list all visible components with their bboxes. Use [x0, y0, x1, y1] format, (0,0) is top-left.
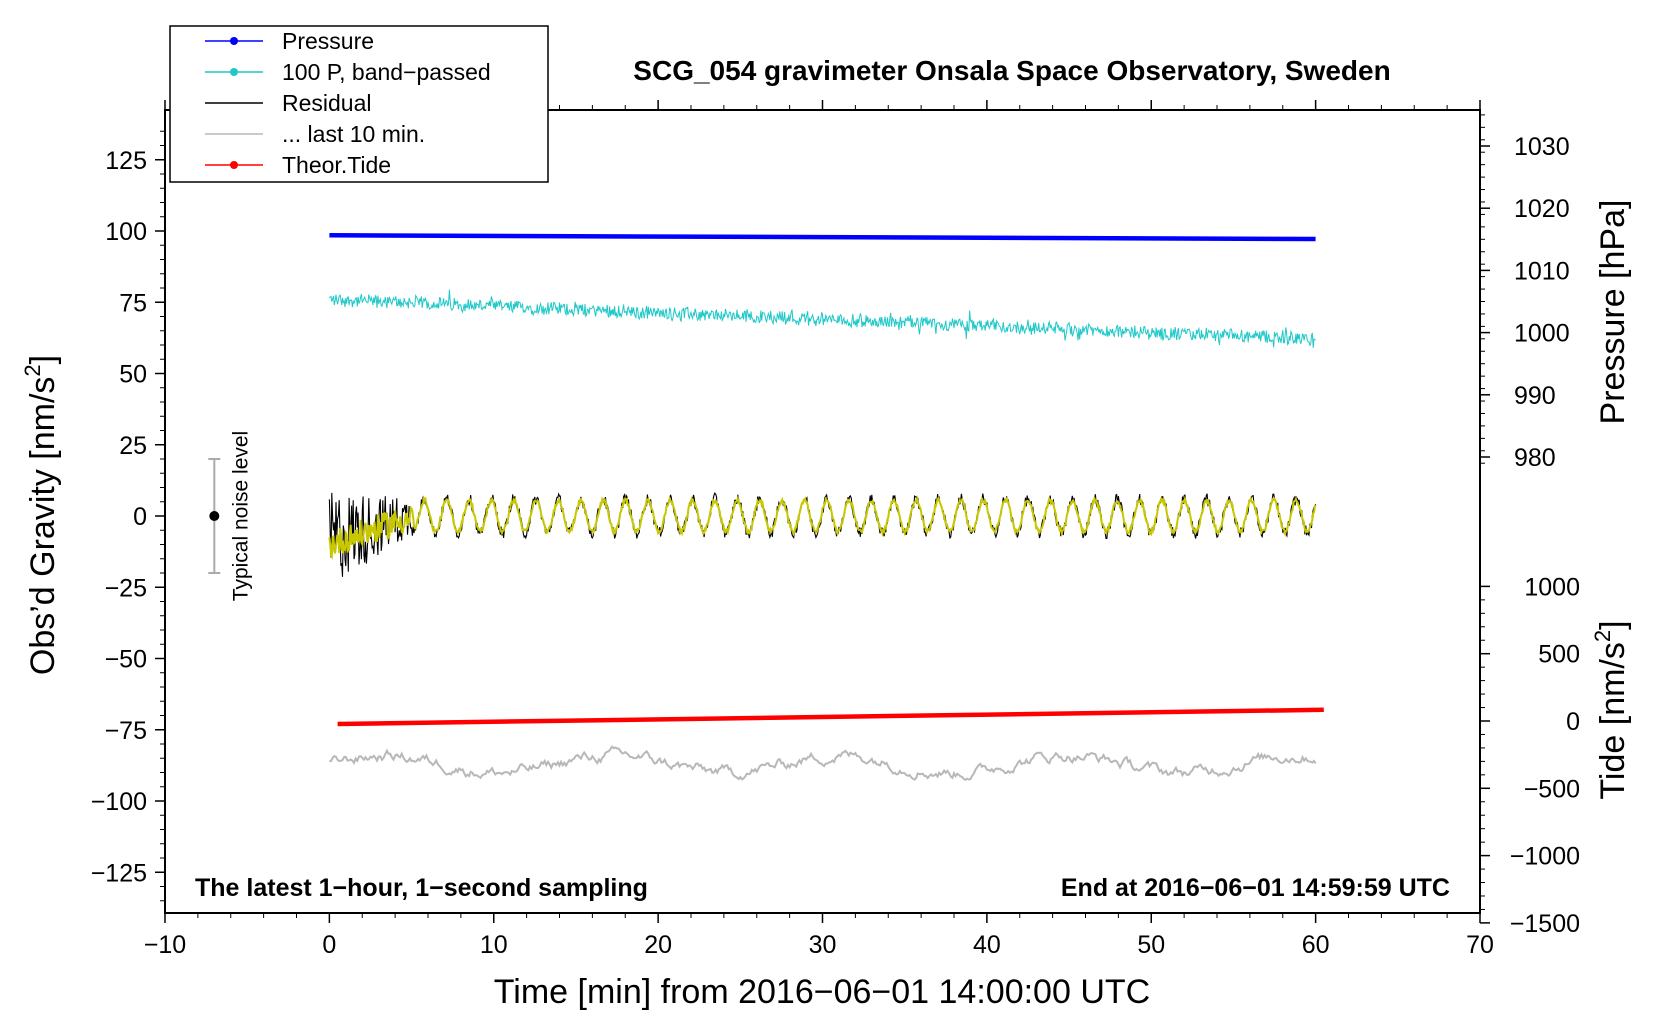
y-tick-label: 50 — [119, 361, 147, 389]
tide-axis-ticks: 1000 500 0 −500 −1000 −1500 — [1480, 573, 1580, 938]
legend-label: Pressure — [282, 28, 374, 54]
y-tick-label: −75 — [105, 717, 147, 745]
legend-marker — [230, 68, 238, 76]
tide-axis-title: Tide [nm/s2] — [1590, 620, 1632, 799]
y-tick-label: 100 — [105, 218, 147, 246]
x-tick-label: 40 — [973, 931, 1001, 959]
x-tick-label: 0 — [322, 931, 336, 959]
x-axis-title: Time [min] from 2016−06−01 14:00:00 UTC — [494, 973, 1150, 1011]
y-tick-label: −50 — [105, 646, 147, 674]
y-tick-label: 75 — [119, 289, 147, 317]
series-theoretical-tide — [337, 707, 1324, 727]
x-tick-label: 50 — [1137, 931, 1165, 959]
pressure-tick-label: 1010 — [1514, 257, 1570, 285]
legend-box — [169, 25, 549, 183]
x-tick-label: 60 — [1302, 931, 1330, 959]
pressure-tick-label: 1030 — [1514, 133, 1570, 161]
pressure-tick-label: 1020 — [1514, 195, 1570, 223]
legend-label: Theor.Tide — [282, 152, 391, 178]
series-pressure — [329, 233, 1316, 242]
y-tick-label: −25 — [105, 574, 147, 602]
pressure-tick-label: 990 — [1514, 382, 1556, 410]
series-bandpassed-pressure — [328, 289, 1316, 348]
y-axis-title-close: ] — [24, 355, 62, 364]
legend: Pressure 100 P, band−passed Residual ... la… — [205, 28, 491, 178]
tide-tick-label: 0 — [1566, 708, 1580, 736]
pressure-tick-label: 980 — [1514, 444, 1556, 472]
y-tick-label: −125 — [91, 859, 147, 887]
x-tick-label: 20 — [644, 931, 672, 959]
legend-label: Residual — [282, 90, 372, 116]
x-tick-label: 70 — [1466, 931, 1494, 959]
noise-level-indicator: Typical noise level — [208, 431, 252, 601]
tide-tick-label: 500 — [1538, 641, 1580, 669]
y-tick-label: 0 — [133, 503, 147, 531]
tide-axis-title-main: Tide [nm/s — [1594, 642, 1632, 799]
tide-tick-label: −500 — [1524, 775, 1580, 803]
y-axis-title-main: Obs’d Gravity [nm/s — [24, 377, 62, 676]
series-last-10-min — [329, 745, 1317, 781]
y-axis-ticks: 125 100 75 50 25 0 −25 −50 −75 −100 −125 — [91, 130, 165, 902]
legend-marker — [230, 161, 238, 169]
legend-marker — [230, 37, 238, 45]
tide-tick-label: −1500 — [1510, 910, 1580, 938]
legend-label: ... last 10 min. — [282, 121, 425, 147]
chart-title: SCG_054 gravimeter Onsala Space Observat… — [633, 55, 1390, 86]
y-axis-title-sup: 2 — [20, 364, 45, 376]
y-tick-label: 25 — [119, 432, 147, 460]
x-tick-label: −10 — [144, 931, 186, 959]
annotation-right: End at 2016−06−01 14:59:59 UTC — [1061, 874, 1450, 902]
series-filtered-residual — [328, 494, 1317, 560]
noise-label: Typical noise level — [229, 431, 252, 601]
legend-label: 100 P, band−passed — [282, 59, 491, 85]
y-axis-title: Obs’d Gravity [nm/s2] — [20, 355, 62, 675]
tide-tick-label: −1000 — [1510, 843, 1580, 871]
x-tick-label: 30 — [809, 931, 837, 959]
pressure-tick-label: 1000 — [1514, 320, 1570, 348]
series-layer — [328, 233, 1324, 781]
y-tick-label: −100 — [91, 788, 147, 816]
noise-bar-dot — [209, 511, 220, 521]
annotation-left: The latest 1−hour, 1−second sampling — [195, 874, 648, 902]
pressure-axis-title: Pressure [hPa] — [1594, 200, 1632, 425]
pressure-axis-ticks: 1030 1020 1010 1000 990 980 — [1480, 114, 1570, 472]
y-tick-label: 125 — [105, 147, 147, 175]
x-tick-label: 10 — [480, 931, 508, 959]
tide-tick-label: 1000 — [1524, 573, 1580, 601]
tide-axis-title-sup: 2 — [1590, 630, 1615, 642]
tide-axis-title-close: ] — [1594, 620, 1632, 629]
